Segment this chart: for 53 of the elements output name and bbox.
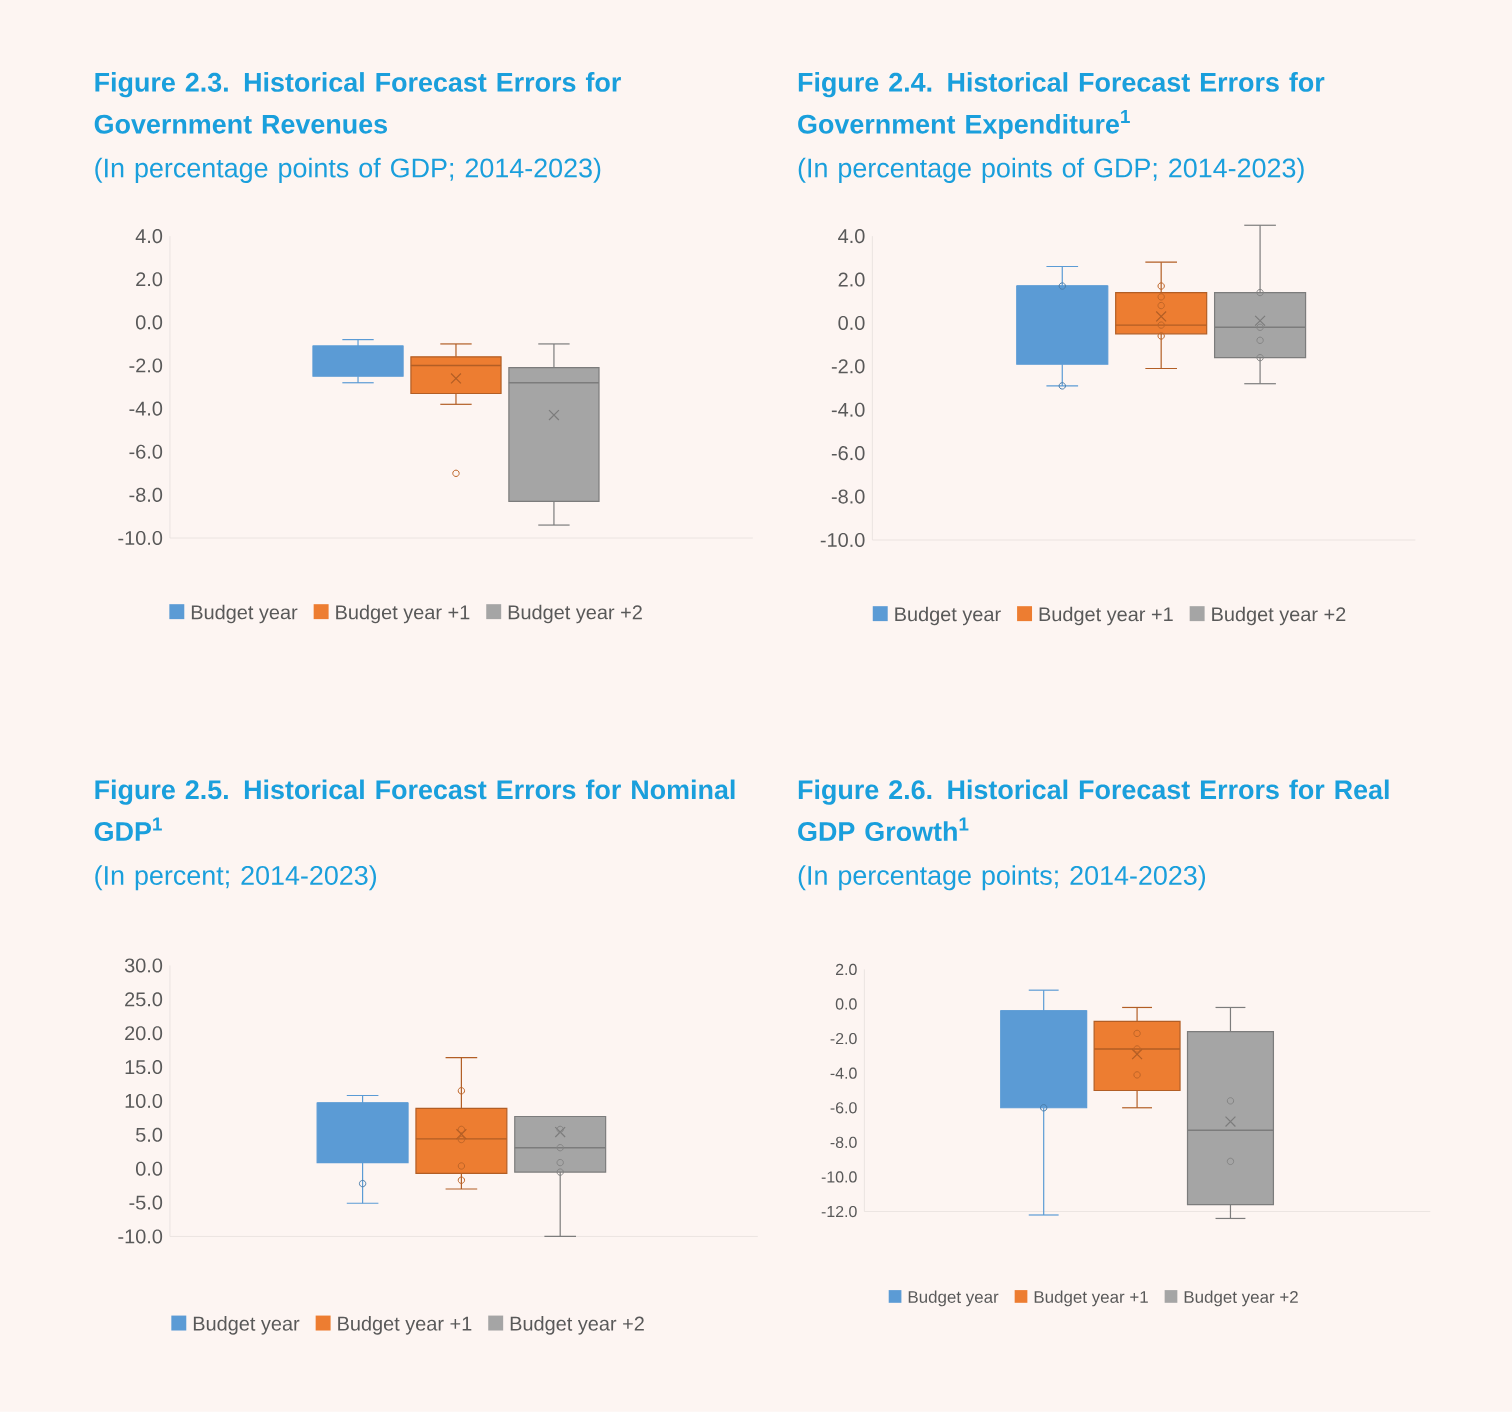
y-tick-label: 10.0	[125, 1093, 163, 1109]
legend-label: Budget year	[193, 1316, 300, 1335]
y-tick-label: -6.0	[830, 1102, 857, 1114]
chart-title: Figure 2.5. Historical Forecast Errors for Nominal GDP$^{1}$	[94, 779, 735, 842]
legend-label: Budget year	[895, 606, 1001, 626]
legend-label: Budget year +2	[1184, 1290, 1298, 1307]
y-tick-label: 25.0	[125, 992, 163, 1007]
y-tick-label: -10.0	[821, 1171, 857, 1183]
legend-label: Budget year +2	[510, 1316, 644, 1335]
chart-title: Figure 2.4. Historical Forecast Errors for Government Expenditure$^{1}$	[798, 72, 1325, 140]
legend-label: Budget year	[191, 604, 298, 624]
legend-label: Budget year +2	[508, 604, 642, 624]
chart-subtitle: (In percentage points of GDP; 2014-2023)	[798, 157, 1304, 183]
chart-title: Figure 2.6. Historical Forecast Errors for Real GDP Growth$^{1}$	[798, 779, 1389, 842]
y-tick-label: -8.0	[129, 487, 163, 503]
y-tick-label: -10.0	[118, 531, 163, 546]
y-tick-label: -6.0	[129, 444, 163, 459]
y-tick-label: 5.0	[136, 1127, 163, 1142]
y-tick-label: 4.0	[838, 229, 865, 244]
legend-label: Budget year +1	[338, 1316, 472, 1335]
legend-label: Budget year +1	[1034, 1290, 1148, 1307]
y-tick-label: -2.0	[830, 1033, 857, 1045]
chart-title: Figure 2.3. Historical Forecast Errors for Government Revenues	[94, 72, 621, 134]
y-tick-label: 0.0	[838, 315, 865, 331]
y-tick-label: 30.0	[124, 958, 163, 973]
y-tick-label: 4.0	[135, 229, 163, 244]
y-tick-label: -10.0	[820, 533, 865, 548]
legend-label: Budget year +1	[336, 604, 470, 624]
y-tick-label: -5.0	[129, 1195, 163, 1210]
legend-label: Budget year	[908, 1290, 999, 1307]
y-tick-label: -6.0	[831, 446, 865, 461]
y-tick-label: 0.0	[835, 998, 857, 1010]
y-tick-label: 2.0	[838, 272, 865, 287]
y-tick-label: -4.0	[831, 402, 865, 417]
y-tick-label: -2.0	[831, 359, 865, 374]
y-tick-label: 0.0	[135, 1161, 163, 1176]
y-tick-label: -8.0	[831, 489, 865, 504]
y-tick-label: -4.0	[830, 1067, 857, 1079]
chart-subtitle: (In percent; 2014-2023)	[95, 865, 377, 891]
y-tick-label: 2.0	[136, 272, 163, 287]
y-tick-label: -10.0	[118, 1229, 163, 1244]
y-tick-label: -12.0	[821, 1205, 857, 1218]
y-tick-label: -8.0	[830, 1136, 857, 1149]
legend-label: Budget year +2	[1212, 606, 1346, 626]
chart-subtitle: (In percentage points; 2014-2023)	[798, 865, 1206, 891]
legend-label: Budget year +1	[1039, 606, 1173, 626]
y-tick-label: -4.0	[129, 401, 163, 416]
chart-subtitle: (In percentage points of GDP; 2014-2023)	[95, 157, 601, 183]
y-tick-label: 15.0	[125, 1060, 163, 1075]
y-tick-label: 2.0	[836, 963, 857, 976]
y-tick-label: 0.0	[135, 315, 163, 330]
y-tick-label: 20.0	[125, 1026, 163, 1041]
y-tick-label: -2.0	[129, 358, 163, 373]
